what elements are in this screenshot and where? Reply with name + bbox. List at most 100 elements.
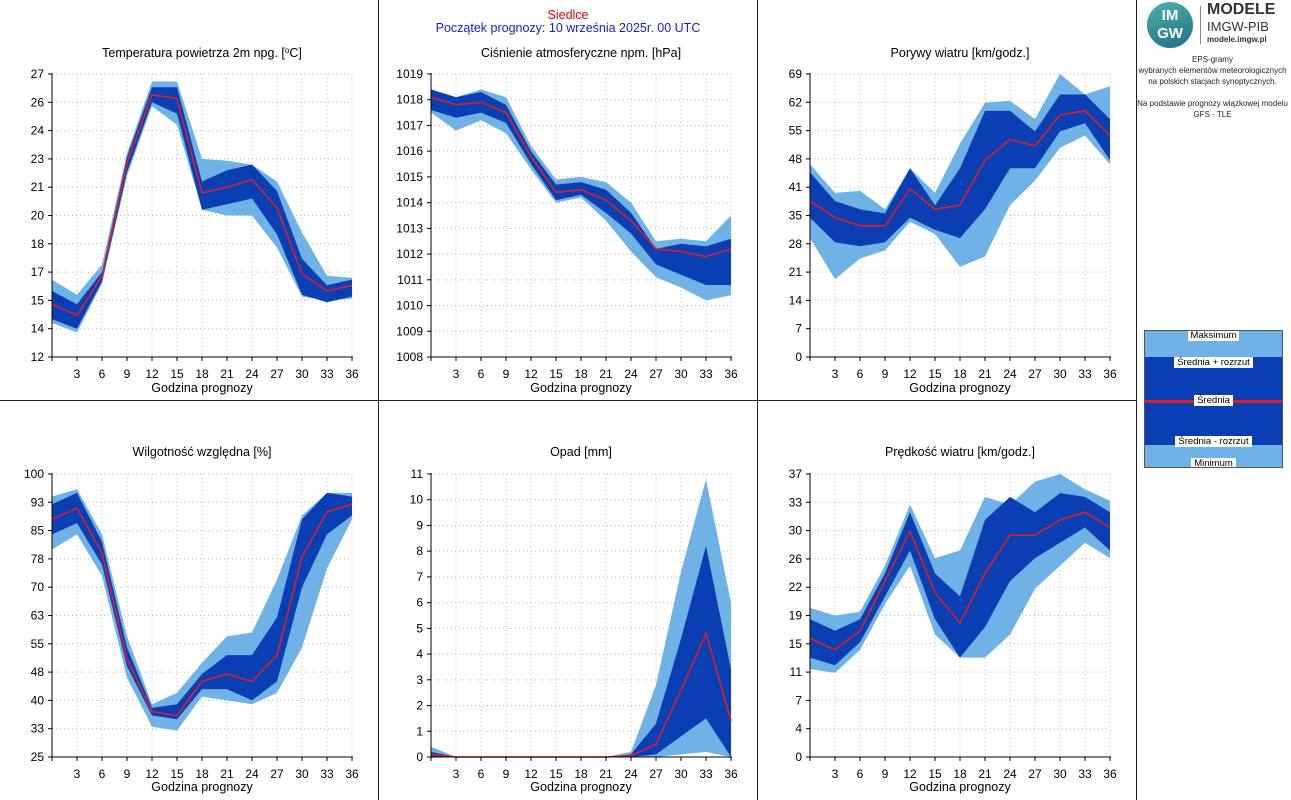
- legend-box: Maksimum Średnia + rozrzut Średnia Średn…: [1144, 330, 1283, 468]
- x-tick-label: 6: [857, 367, 864, 381]
- x-tick-label: 24: [1003, 767, 1017, 781]
- legend-light-bottom: [1145, 445, 1282, 467]
- y-tick-label: 5: [416, 621, 423, 635]
- y-tick-label: 22: [789, 580, 803, 594]
- x-tick-label: 24: [245, 767, 259, 781]
- chart-title-degree: o: [285, 46, 290, 55]
- y-tick-label: 3: [416, 673, 423, 687]
- x-tick-label: 24: [624, 367, 638, 381]
- x-tick-label: 6: [99, 367, 106, 381]
- band-spread: [431, 546, 731, 757]
- x-tick-label: 3: [74, 767, 81, 781]
- x-tick-label: 36: [724, 367, 738, 381]
- y-tick-label: 4: [795, 722, 802, 736]
- info-line-4: Na podstawie prognozy wiązkowej modelu: [1137, 99, 1288, 108]
- y-tick-label: 0: [416, 750, 423, 764]
- x-tick-label: 36: [1103, 767, 1117, 781]
- x-tick-label: 3: [832, 367, 839, 381]
- y-tick-label: 2: [416, 699, 423, 713]
- x-tick-label: 15: [549, 367, 563, 381]
- x-tick-label: 15: [549, 767, 563, 781]
- x-tick-label: 15: [928, 367, 942, 381]
- legend-upper-label: Średnia + rozrzut: [1174, 357, 1253, 368]
- y-tick-label: 19: [789, 609, 803, 623]
- y-tick-label: 26: [789, 552, 803, 566]
- y-tick-label: 15: [31, 293, 45, 307]
- x-tick-label: 3: [74, 367, 81, 381]
- mean-line: [51, 503, 353, 717]
- x-tick-label: 21: [220, 767, 234, 781]
- x-axis-label: Godzina prognozy: [530, 780, 632, 794]
- y-tick-label: 8: [416, 544, 423, 558]
- chart-title: Prędkość wiatru [km/godz.]: [885, 445, 1035, 459]
- y-tick-label: 21: [31, 180, 45, 194]
- y-tick-label: 1: [416, 724, 423, 738]
- x-tick-label: 33: [320, 367, 334, 381]
- y-tick-label: 21: [789, 265, 803, 279]
- y-tick-label: 14: [31, 322, 45, 336]
- x-tick-label: 36: [1103, 367, 1117, 381]
- y-tick-label: 55: [31, 637, 45, 651]
- x-tick-label: 33: [1078, 767, 1092, 781]
- y-tick-label: 25: [31, 750, 45, 764]
- chart-title: Ciśnienie atmosferyczne npm. [hPa]: [481, 46, 681, 60]
- x-tick-label: 12: [145, 367, 159, 381]
- x-axis-label: Godzina prognozy: [151, 780, 253, 794]
- y-tick-label: 20: [31, 209, 45, 223]
- legend-lower-label: Średnia - rozrzut: [1175, 436, 1252, 447]
- x-tick-label: 30: [1053, 367, 1067, 381]
- x-tick-label: 6: [99, 767, 106, 781]
- x-tick-label: 6: [478, 367, 485, 381]
- y-tick-label: 33: [789, 495, 803, 509]
- x-tick-label: 24: [1003, 367, 1017, 381]
- info-text: EPS-gramy wybranych elementów meteorolog…: [1134, 54, 1291, 120]
- x-tick-label: 30: [1053, 767, 1067, 781]
- x-tick-label: 18: [574, 767, 588, 781]
- logo-title: MODELE: [1207, 1, 1276, 18]
- x-tick-label: 9: [503, 367, 510, 381]
- x-tick-label: 12: [524, 367, 538, 381]
- x-tick-label: 15: [928, 767, 942, 781]
- y-tick-label: 63: [31, 609, 45, 623]
- chart-title: Porywy wiatru [km/godz.]: [891, 46, 1030, 60]
- y-tick-label: 11: [411, 467, 424, 481]
- x-tick-label: 27: [1028, 767, 1042, 781]
- x-tick-label: 21: [220, 367, 234, 381]
- y-tick-label: 1010: [396, 299, 423, 313]
- y-tick-label: 10: [410, 493, 424, 507]
- x-tick-label: 33: [699, 367, 713, 381]
- y-tick-label: 28: [789, 237, 803, 251]
- y-tick-label: 12: [31, 350, 45, 364]
- y-tick-label: 26: [31, 95, 45, 109]
- y-tick-label: 1013: [396, 221, 423, 235]
- x-tick-label: 9: [882, 767, 889, 781]
- x-tick-label: 21: [599, 367, 613, 381]
- x-tick-label: 36: [345, 367, 359, 381]
- y-tick-label: 1018: [396, 93, 423, 107]
- y-tick-label: 23: [31, 152, 45, 166]
- y-tick-label: 1011: [397, 273, 423, 287]
- x-tick-label: 27: [270, 767, 284, 781]
- mean-line: [51, 93, 353, 317]
- y-tick-label: 48: [789, 152, 803, 166]
- y-tick-label: 14: [789, 293, 803, 307]
- y-tick-label: 7: [795, 693, 802, 707]
- y-tick-label: 48: [31, 665, 45, 679]
- info-line-2: wybranych elementów meteorologicznych: [1138, 66, 1287, 75]
- x-tick-label: 33: [320, 767, 334, 781]
- x-tick-label: 18: [195, 767, 209, 781]
- chart-title-main: Temperatura powietrza 2m npg. [: [102, 46, 285, 60]
- x-tick-label: 18: [953, 767, 967, 781]
- y-tick-label: 62: [789, 95, 803, 109]
- y-tick-label: 17: [31, 265, 45, 279]
- x-tick-label: 30: [674, 767, 688, 781]
- imgw-logo: IM GW MODELE IMGW-PIB modele.imgw.pl: [1147, 1, 1285, 48]
- chart-title: Temperatura powietrza 2m npg. [oC]: [102, 46, 302, 61]
- y-tick-label: 7: [795, 322, 802, 336]
- forecast-start: Początek prognozy: 10 września 2025r. 00…: [436, 21, 701, 35]
- x-tick-label: 18: [574, 367, 588, 381]
